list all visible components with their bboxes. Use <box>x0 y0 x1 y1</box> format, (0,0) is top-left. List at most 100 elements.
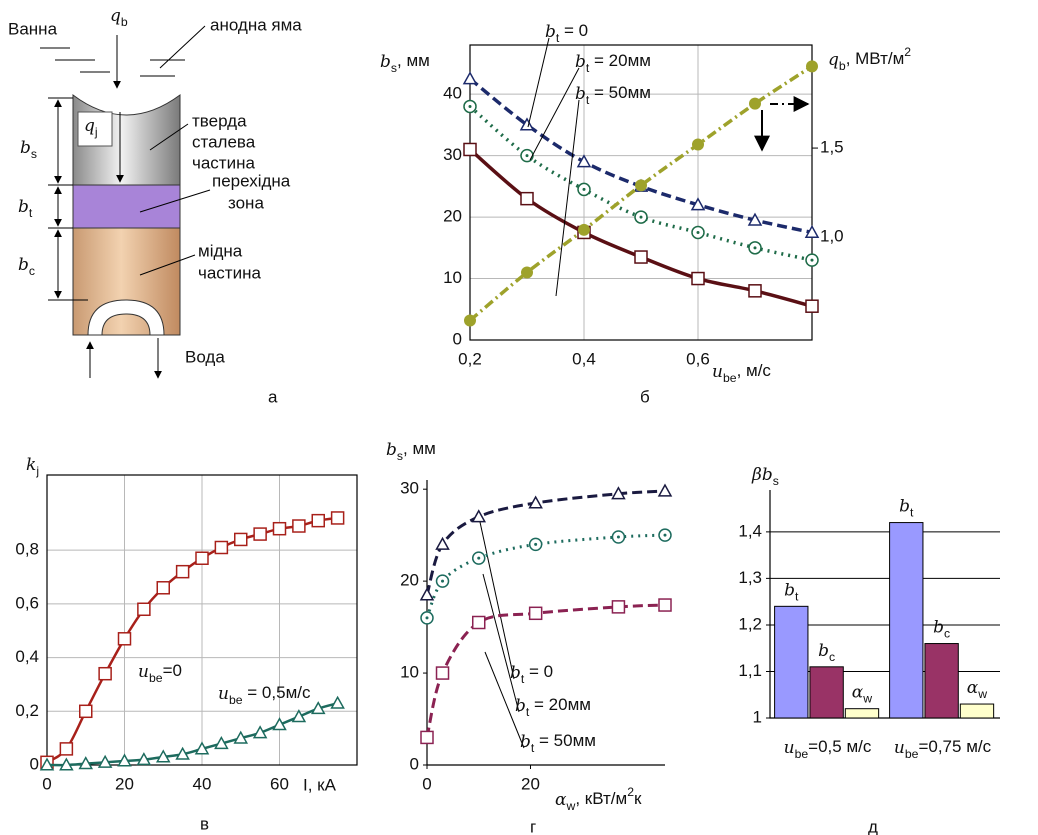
series-label: ube=0 <box>138 661 182 685</box>
label-sub: t <box>521 672 525 686</box>
marker <box>311 513 325 528</box>
marker <box>39 757 55 771</box>
label-text: α <box>967 678 979 698</box>
label-text: u <box>138 662 149 682</box>
bar-series-label: bt <box>899 496 914 520</box>
marker <box>520 191 534 206</box>
marker <box>747 212 763 226</box>
marker-center <box>425 616 429 620</box>
marker-center <box>639 215 643 219</box>
label-sub: t <box>531 741 535 755</box>
x-tick-label: 20 <box>521 774 540 793</box>
x-axis-label: αw, кВт/м2к <box>555 785 642 813</box>
water-label: Вода <box>185 347 225 366</box>
y-tick-label: 0 <box>453 329 462 348</box>
marker <box>471 615 486 630</box>
label-text: α <box>555 790 567 810</box>
marker <box>634 250 648 264</box>
marker <box>658 598 672 612</box>
label-text: b <box>20 138 31 158</box>
label-text: u <box>218 684 229 704</box>
label-after: = 50мм <box>534 731 596 750</box>
y-tick-label: 1 <box>753 707 762 726</box>
anode-pit-label: анодна яма <box>210 15 302 34</box>
label-sub: s <box>31 147 37 161</box>
copper-label: мідна <box>198 241 243 260</box>
marker <box>59 742 74 756</box>
y-tick-label: 0,2 <box>15 701 39 720</box>
bar-series-label: αw <box>852 682 872 706</box>
label-text: b <box>818 640 829 660</box>
label-text: q <box>110 6 121 26</box>
bar <box>774 605 809 719</box>
qj-box <box>77 111 113 147</box>
series-label: bt = 50мм <box>575 83 651 107</box>
label-text: b <box>575 84 586 104</box>
label-sub: be <box>149 671 163 685</box>
marker <box>519 117 535 131</box>
bar <box>809 666 844 719</box>
plot-frame <box>46 474 358 766</box>
bar <box>959 703 995 719</box>
marker <box>657 483 673 497</box>
label-sub: t <box>910 506 914 520</box>
series-line <box>468 148 813 308</box>
marker <box>272 717 287 731</box>
y-tick-label: 1,4 <box>738 521 762 540</box>
label-sub: t <box>586 61 590 75</box>
marker <box>59 757 74 771</box>
label-text: u <box>894 738 905 758</box>
marker <box>214 540 229 555</box>
label-after: = 50мм <box>589 83 651 102</box>
x-axis-label: ube, м/с <box>712 361 771 385</box>
label-text: q <box>84 116 95 136</box>
marker <box>692 138 704 151</box>
marker <box>806 60 818 73</box>
y2-tick-label: 1,5 <box>820 138 844 157</box>
series-label: bt = 20мм <box>575 51 651 75</box>
marker <box>611 600 626 614</box>
label-text: b <box>520 732 531 752</box>
x-tick-label: ube=0,5 м/с <box>784 737 872 761</box>
label-text: b <box>18 255 29 275</box>
marker <box>464 314 476 327</box>
label-sub: w <box>862 692 872 706</box>
series-line <box>46 516 338 764</box>
label-sub: j <box>35 464 39 478</box>
y-tick-label: 10 <box>400 663 419 682</box>
marker <box>252 725 268 739</box>
x-tick-label: ube=0,75 м/с <box>894 737 992 761</box>
y-tick-label: 30 <box>400 479 419 498</box>
label-sup: 2 <box>904 45 911 59</box>
marker-center <box>477 556 481 560</box>
bar-series-label: bt <box>784 580 799 604</box>
qj-label: qj <box>84 116 98 140</box>
x-tick-label: 0 <box>422 774 431 793</box>
label-sub: t <box>586 93 590 107</box>
marker <box>117 753 132 767</box>
label-sub: s <box>391 61 397 75</box>
series-label: bt = 0 <box>545 21 588 45</box>
label-text: b <box>784 580 795 600</box>
label-sup: 2 <box>627 785 634 799</box>
label-after: =0,75 м/с <box>918 737 991 756</box>
marker <box>175 564 190 579</box>
panel-label: г <box>530 817 536 835</box>
label-text: b <box>510 663 521 683</box>
marker <box>435 666 450 680</box>
label-sub: be <box>229 693 243 707</box>
label-after: = 0,5м/с <box>243 683 311 702</box>
marker-center <box>616 535 620 539</box>
marker <box>97 754 113 768</box>
marker <box>155 749 171 763</box>
copper-label: частина <box>198 263 261 282</box>
marker <box>462 71 478 85</box>
callout-line <box>482 573 520 713</box>
label-after: =0 <box>163 661 182 680</box>
marker <box>419 587 435 601</box>
bar-series-label: αw <box>967 678 987 702</box>
bath-label: Ванна <box>8 19 58 38</box>
label-text: b <box>899 496 910 516</box>
y2-axis-label: qb, МВт/м2 <box>828 45 911 73</box>
marker <box>291 709 307 723</box>
